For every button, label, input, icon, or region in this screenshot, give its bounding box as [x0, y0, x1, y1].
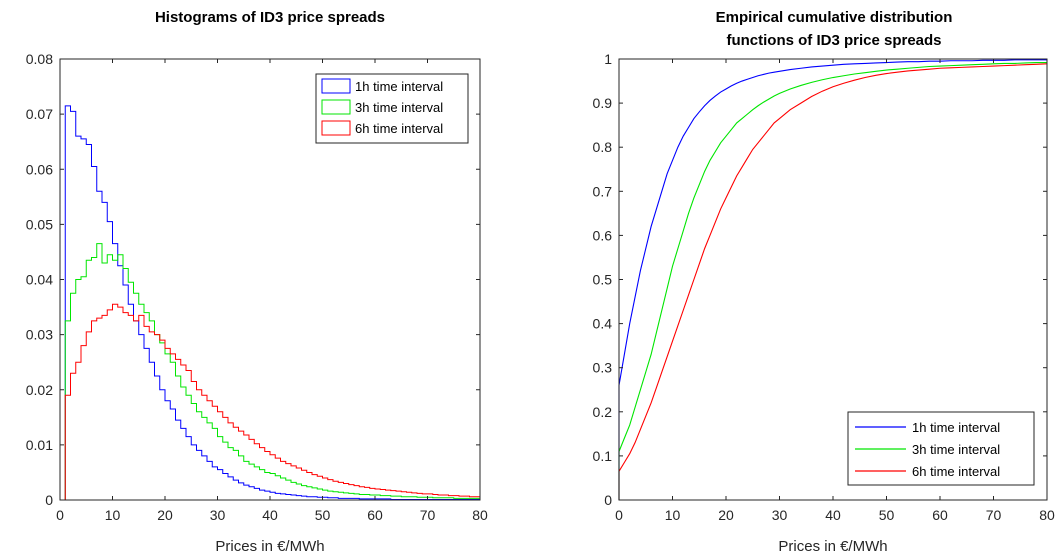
ecdf-legend-label: 6h time interval — [912, 464, 1000, 479]
ecdf-legend: 1h time interval 3h time interval 6h time … — [847, 411, 1035, 486]
histogram-x-tick-label: 50 — [315, 507, 331, 523]
ecdf-series-group — [618, 59, 1048, 500]
histogram-legend-label: 6h time interval — [355, 121, 443, 136]
ecdf-x-tick-label: 80 — [1039, 507, 1055, 523]
ecdf-x-tick-label: 70 — [986, 507, 1002, 523]
histogram-x-tick-label: 80 — [472, 507, 488, 523]
ecdf-y-tick-label: 1 — [604, 51, 612, 67]
ecdf-y-tick-label: 0.3 — [593, 360, 613, 376]
histogram-series-3h-time-interval — [64, 243, 481, 500]
histogram-x-tick-label: 20 — [157, 507, 173, 523]
histogram-y-tick-label: 0.08 — [26, 51, 53, 67]
ecdf-y-tick-label: 0 — [604, 492, 612, 508]
histogram-ticks: 0 10 20 30 40 50 60 70 80 0 0.01 0.02 0.03 0.04 0.05 0.… — [26, 51, 488, 523]
histogram-x-tick-label: 30 — [210, 507, 226, 523]
ecdf-x-tick-label: 10 — [665, 507, 681, 523]
histogram-legend-swatch — [321, 78, 351, 94]
ecdf-y-tick-label: 0.1 — [593, 448, 613, 464]
histogram-y-tick-label: 0.03 — [26, 327, 53, 343]
ecdf-y-tick-label: 0.6 — [593, 227, 613, 243]
histogram-x-tick-label: 10 — [105, 507, 121, 523]
histogram-legend-label: 3h time interval — [355, 100, 443, 115]
ecdf-x-axis-label: Prices in €/MWh — [778, 538, 887, 555]
histogram-x-tick-label: 40 — [262, 507, 278, 523]
histogram-legend-swatch — [321, 120, 351, 136]
ecdf-y-tick-label: 0.2 — [593, 404, 613, 420]
ecdf-y-tick-label: 0.9 — [593, 95, 613, 111]
ecdf-chart: Empirical cumulative distribution functi… — [593, 9, 1055, 555]
ecdf-ticks: 0 10 20 30 40 50 60 70 80 0 0.1 0.2 0.3 0.4 0.5 0.6 0.7 0… — [593, 51, 1055, 523]
ecdf-series-3h-time-interval — [618, 61, 1047, 500]
histogram-y-tick-label: 0.05 — [26, 216, 53, 232]
ecdf-y-tick-label: 0.8 — [593, 139, 613, 155]
histogram-x-axis-label: Prices in €/MWh — [215, 538, 324, 555]
ecdf-legend-label: 3h time interval — [912, 442, 1000, 457]
ecdf-legend-label: 1h time interval — [912, 420, 1000, 435]
ecdf-series-1h-time-interval — [618, 59, 1047, 500]
histogram-legend-label: 1h time interval — [355, 79, 443, 94]
histogram-y-tick-label: 0.01 — [26, 437, 53, 453]
ecdf-y-tick-label: 0.5 — [593, 272, 613, 288]
histogram-chart: Histograms of ID3 price spreads 0 10 20 30 4… — [26, 9, 488, 555]
ecdf-title-line-1: Empirical cumulative distribution — [716, 9, 953, 26]
ecdf-x-tick-label: 50 — [879, 507, 895, 523]
histogram-y-tick-label: 0.07 — [26, 106, 53, 122]
histogram-series-6h-time-interval — [64, 303, 481, 500]
ecdf-y-tick-label: 0.4 — [593, 316, 613, 332]
histogram-y-tick-label: 0.02 — [26, 382, 53, 398]
ecdf-x-tick-label: 40 — [825, 507, 841, 523]
histogram-x-tick-label: 0 — [56, 507, 64, 523]
histogram-legend-box — [315, 73, 469, 144]
histogram-y-tick-label: 0.04 — [26, 272, 53, 288]
ecdf-x-tick-label: 60 — [932, 507, 948, 523]
ecdf-y-tick-label: 0.7 — [593, 183, 613, 199]
ecdf-x-tick-label: 30 — [772, 507, 788, 523]
histogram-legend-swatch — [321, 99, 351, 115]
histogram-x-tick-label: 70 — [420, 507, 436, 523]
histogram-y-tick-label: 0 — [45, 492, 53, 508]
histogram-y-tick-label: 0.06 — [26, 161, 53, 177]
ecdf-series-6h-time-interval — [618, 63, 1048, 500]
histogram-x-tick-label: 60 — [367, 507, 383, 523]
ecdf-x-tick-label: 0 — [615, 507, 623, 523]
histogram-legend: 1h time interval 3h time interval 6h time … — [315, 73, 469, 144]
ecdf-x-tick-label: 20 — [718, 507, 734, 523]
histogram-title: Histograms of ID3 price spreads — [155, 9, 385, 26]
ecdf-title-line-2: functions of ID3 price spreads — [726, 32, 941, 49]
